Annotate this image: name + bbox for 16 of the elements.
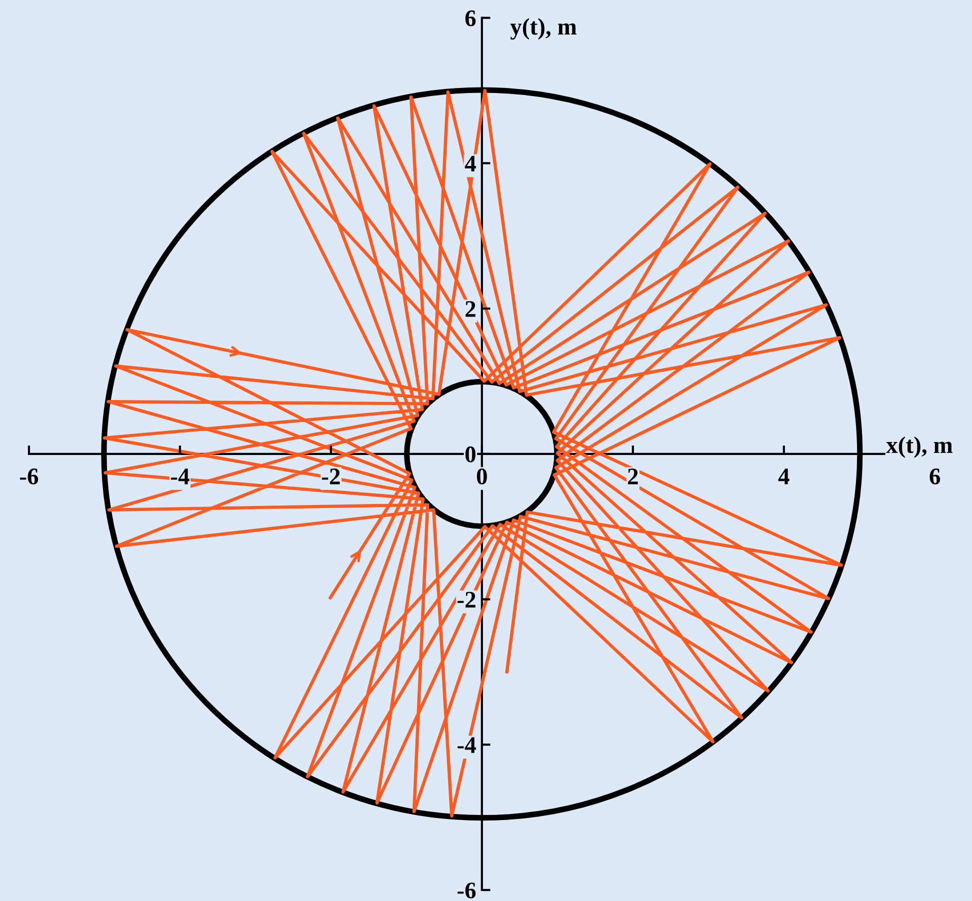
y-tick-label: 6 — [465, 10, 476, 26]
y-tick-label: -2 — [458, 592, 476, 608]
x-tick-label: -4 — [170, 468, 190, 484]
y-axis-title: y(t), m — [510, 18, 577, 40]
y-tick-label: 4 — [464, 156, 476, 172]
x-tick-label: 2 — [628, 468, 638, 484]
y-tick-label: -4 — [458, 737, 476, 753]
y-tick-label: -6 — [458, 882, 476, 898]
x-tick-label: -6 — [20, 468, 38, 484]
x-tick-label: 6 — [930, 468, 940, 484]
x-tick-label: -2 — [322, 468, 340, 484]
x-axis-title: x(t), m — [886, 436, 952, 458]
x-tick-label: 0 — [476, 468, 487, 484]
y-tick-label: 0 — [465, 446, 476, 462]
y-tick-label: 2 — [466, 301, 476, 317]
x-tick-label: 4 — [778, 468, 790, 484]
